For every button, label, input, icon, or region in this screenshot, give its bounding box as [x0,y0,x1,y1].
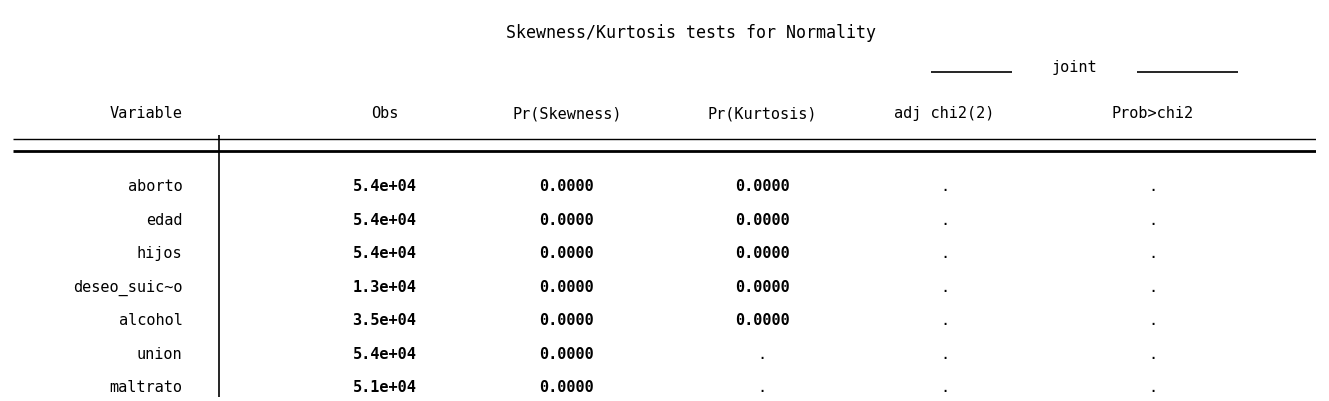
Text: Variable: Variable [109,106,182,121]
Text: .: . [1148,279,1158,294]
Text: 0.0000: 0.0000 [735,179,789,194]
Text: 0.0000: 0.0000 [540,179,594,194]
Text: .: . [940,179,949,194]
Text: 1.3e+04: 1.3e+04 [352,279,416,294]
Text: edad: edad [146,212,182,227]
Text: .: . [940,312,949,328]
Text: .: . [1148,179,1158,194]
Text: Pr(Kurtosis): Pr(Kurtosis) [707,106,817,121]
Text: .: . [940,379,949,394]
Text: deseo_suic~o: deseo_suic~o [73,279,182,295]
Text: .: . [940,346,949,361]
Text: .: . [1148,379,1158,394]
Text: adj chi2(2): adj chi2(2) [894,106,994,121]
Text: aborto: aborto [128,179,182,194]
Text: .: . [758,346,767,361]
Text: .: . [940,246,949,261]
Text: 0.0000: 0.0000 [540,346,594,361]
Text: 0.0000: 0.0000 [540,212,594,227]
Text: 0.0000: 0.0000 [540,379,594,394]
Text: .: . [1148,212,1158,227]
Text: .: . [940,279,949,294]
Text: Pr(Skewness): Pr(Skewness) [512,106,622,121]
Text: 5.4e+04: 5.4e+04 [352,346,416,361]
Text: 5.1e+04: 5.1e+04 [352,379,416,394]
Text: hijos: hijos [137,246,182,261]
Text: 0.0000: 0.0000 [735,246,789,261]
Text: Skewness/Kurtosis tests for Normality: Skewness/Kurtosis tests for Normality [505,24,876,42]
Text: 5.4e+04: 5.4e+04 [352,179,416,194]
Text: .: . [940,212,949,227]
Text: 5.4e+04: 5.4e+04 [352,212,416,227]
Text: union: union [137,346,182,361]
Text: .: . [1148,312,1158,328]
Text: 5.4e+04: 5.4e+04 [352,246,416,261]
Text: 0.0000: 0.0000 [735,212,789,227]
Text: alcohol: alcohol [118,312,182,328]
Text: joint: joint [1053,60,1098,75]
Text: maltrato: maltrato [109,379,182,394]
Text: .: . [1148,346,1158,361]
Text: Obs: Obs [371,106,399,121]
Text: 3.5e+04: 3.5e+04 [352,312,416,328]
Text: 0.0000: 0.0000 [735,279,789,294]
Text: 0.0000: 0.0000 [540,246,594,261]
Text: .: . [1148,246,1158,261]
Text: 0.0000: 0.0000 [735,312,789,328]
Text: 0.0000: 0.0000 [540,312,594,328]
Text: 0.0000: 0.0000 [540,279,594,294]
Text: Prob>chi2: Prob>chi2 [1112,106,1193,121]
Text: .: . [758,379,767,394]
